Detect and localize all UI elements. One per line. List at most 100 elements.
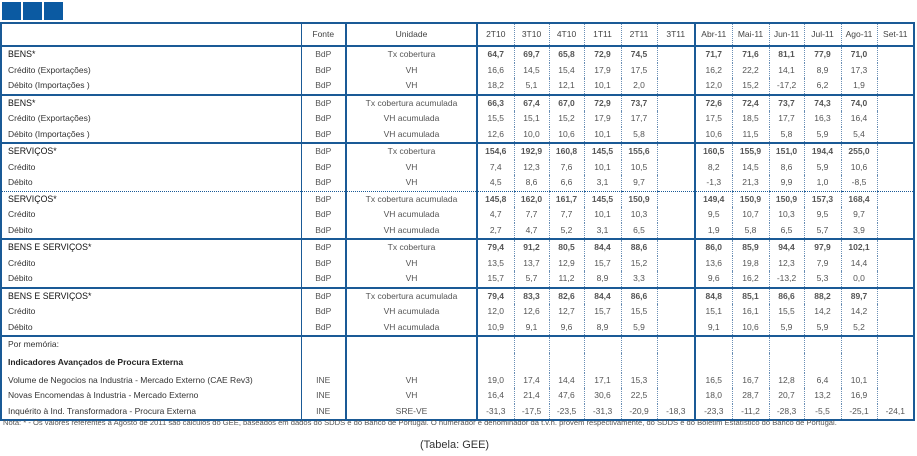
table-row: Débito (Importações ) BdP VH acumulada 12,6… [1,126,914,144]
quarter-value [656,94,695,111]
quarter-value [656,62,695,78]
month-value [876,287,914,304]
month-value: 20,7 [768,388,804,404]
month-value: 8,6 [768,159,804,175]
fonte-cell: BdP [300,175,346,192]
unidade-cell: VH [345,159,477,175]
quarter-value: 10,3 [620,207,657,223]
unidade-cell: VH acumulada [345,111,477,127]
quarter-value: 10,0 [513,126,549,144]
quarter-value: -31,3 [583,403,621,421]
month-value: 85,9 [731,239,769,256]
row-label: Inquérito à Ind. Transformadora - Procur… [1,403,301,421]
month-value: 1,9 [840,78,877,96]
month-value [876,78,914,96]
unidade-cell: VH acumulada [345,207,477,223]
row-label: Crédito [8,257,36,268]
header-fonte: Fonte [300,23,346,47]
month-value: 85,1 [731,287,769,304]
unidade-cell: VH [345,255,477,271]
quarter-value: 12,3 [513,159,549,175]
table-row: Por memória: [1,336,914,353]
unidade-cell [345,352,477,373]
quarter-value: 10,1 [583,207,621,223]
month-value: -11,2 [731,403,769,421]
fonte-cell: BdP [300,159,346,175]
month-value: 16,4 [840,111,877,127]
month-value [731,336,769,353]
month-value: 9,1 [694,319,732,337]
row-label: Indicadores Avançados de Procura Externa [8,356,184,367]
table-row: SERVIÇOS* BdP Tx cobertura 154,6 192,9 160,8 1… [1,143,914,160]
quarter-value: 88,6 [620,239,657,256]
month-value: 15,5 [768,304,804,320]
month-value: 6,2 [803,78,841,96]
quarter-value [656,271,695,289]
month-value: 16,5 [694,372,732,388]
row-label: BENS E SERVIÇOS* [8,242,92,252]
quarter-value: 72,9 [583,46,621,63]
month-value [768,336,804,353]
quarter-value: 12,6 [476,126,514,144]
row-label: Débito [1,175,301,192]
fonte-cell: BdP [300,239,346,256]
month-value: 14,2 [803,304,841,320]
quarter-value: 69,7 [513,46,549,63]
month-value: 7,9 [803,255,841,271]
quarter-value: 18,2 [476,78,514,96]
month-value: -25,1 [840,403,877,421]
unidade-cell: VH [345,78,477,96]
unidade-cell: Tx cobertura [345,46,477,63]
row-label: Débito [1,222,301,240]
month-value [876,304,914,320]
month-value: 1,9 [694,222,732,240]
decorative-square [2,2,21,20]
month-value [876,94,914,111]
row-label: SERVIÇOS* [8,146,57,156]
quarter-value [656,336,695,353]
month-value: 10,6 [694,126,732,144]
quarter-value: 82,6 [548,287,584,304]
quarter-value: 15,4 [548,62,584,78]
month-value: 155,9 [731,143,769,160]
month-value: 72,4 [731,94,769,111]
month-value: 151,0 [768,143,804,160]
quarter-value: 14,4 [548,372,584,388]
table-row: Crédito BdP VH 13,5 13,7 12,9 15,7 15,2 13,6 19,8… [1,255,914,271]
quarter-value: 21,4 [513,388,549,404]
row-label: Por memória: [8,339,60,349]
table-row: BENS E SERVIÇOS* BdP Tx cobertura 79,4 91,2 8… [1,239,914,256]
month-value [876,207,914,223]
decorative-square [23,2,42,20]
month-value: 168,4 [840,191,877,207]
month-value: 74,3 [803,94,841,111]
unidade-cell: VH [345,388,477,404]
quarter-value: 9,1 [513,319,549,337]
quarter-value: 17,4 [513,372,549,388]
fonte-cell: BdP [300,255,346,271]
quarter-value: 7,6 [548,159,584,175]
quarter-value: 16,6 [476,62,514,78]
quarter-value: 17,9 [583,62,621,78]
quarter-value: 9,7 [620,175,657,192]
header-month: Ago-11 [840,23,877,47]
quarter-value: 10,1 [583,126,621,144]
quarter-value: 12,7 [548,304,584,320]
quarter-value: 5,7 [513,271,549,289]
table-header: Fonte Unidade 2T10 3T10 4T10 1T11 2T11 3T11 Abr-… [1,23,914,47]
month-value: -24,1 [876,403,914,421]
fonte-cell: BdP [300,191,346,207]
month-value: -13,2 [768,271,804,289]
header-quarter: 1T11 [583,23,621,47]
row-label: Débito [1,319,301,337]
quarter-value [656,372,695,388]
fonte-cell: BdP [300,207,346,223]
unidade-cell: VH acumulada [345,222,477,240]
quarter-value: 5,1 [513,78,549,96]
month-value: 102,1 [840,239,877,256]
quarter-value: 5,9 [620,319,657,337]
quarter-value: 154,6 [476,143,514,160]
unidade-cell: VH acumulada [345,319,477,337]
month-value: 73,7 [768,94,804,111]
quarter-value: 145,5 [583,143,621,160]
